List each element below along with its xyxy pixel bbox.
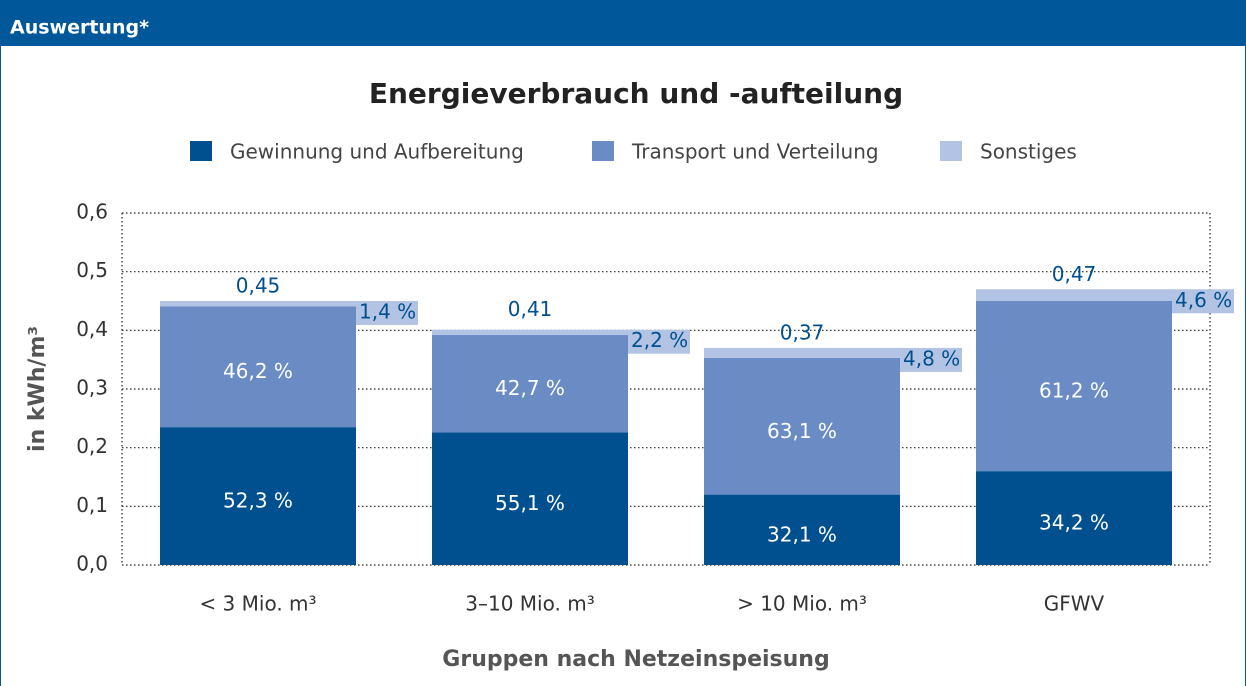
bar-segment xyxy=(704,357,900,495)
total-label: 0,45 xyxy=(236,274,281,298)
legend-label: Gewinnung und Aufbereitung xyxy=(230,140,524,164)
share-label: 34,2 % xyxy=(1039,511,1109,535)
bar-segment xyxy=(432,329,628,336)
x-tick-label: 3–10 Mio. m³ xyxy=(465,592,594,616)
legend-swatch xyxy=(190,141,212,161)
legend-swatch xyxy=(592,141,614,161)
header-bar xyxy=(0,0,1246,46)
bar-segment xyxy=(432,335,628,433)
total-label: 0,41 xyxy=(508,297,553,321)
x-tick-label: < 3 Mio. m³ xyxy=(199,592,316,616)
share-label: 32,1 % xyxy=(767,522,837,546)
legend-label: Sonstiges xyxy=(980,140,1077,164)
y-tick-label: 0,6 xyxy=(76,200,108,224)
share-label: 61,2 % xyxy=(1039,379,1109,403)
share-label: 2,2 % xyxy=(631,328,688,352)
y-axis-label: in kWh/m³ xyxy=(25,326,50,452)
share-label-box xyxy=(356,301,418,325)
share-label: 1,4 % xyxy=(359,300,416,324)
header-title: Auswertung* xyxy=(10,17,149,39)
y-tick-label: 0,2 xyxy=(76,434,108,458)
y-tick-label: 0,1 xyxy=(76,493,108,517)
bar-segment xyxy=(160,427,356,565)
bar-segment xyxy=(432,432,628,565)
y-tick-label: 0,0 xyxy=(76,552,108,576)
share-label: 4,8 % xyxy=(903,346,960,370)
total-label: 0,47 xyxy=(1052,262,1097,286)
share-label: 55,1 % xyxy=(495,491,565,515)
bar-segment xyxy=(160,306,356,428)
x-axis-label: Gruppen nach Netzeinspeisung xyxy=(442,647,829,672)
bar-segment xyxy=(704,494,900,565)
bar-segment xyxy=(976,471,1172,565)
bar-segment xyxy=(704,347,900,358)
share-label-box xyxy=(900,347,962,372)
total-label: 0,37 xyxy=(780,320,825,344)
x-tick-label: GFWV xyxy=(1044,592,1105,616)
share-label: 46,2 % xyxy=(223,359,293,383)
bar-segment xyxy=(976,289,1172,301)
share-label: 52,3 % xyxy=(223,489,293,513)
share-label: 42,7 % xyxy=(495,376,565,400)
share-label-box xyxy=(1172,289,1234,314)
y-tick-label: 0,4 xyxy=(76,317,108,341)
share-label: 63,1 % xyxy=(767,419,837,443)
legend-swatch xyxy=(940,141,962,161)
y-tick-label: 0,3 xyxy=(76,376,108,400)
bar-segment xyxy=(976,301,1172,472)
chart-title: Energieverbrauch und -aufteilung xyxy=(369,77,903,110)
legend-label: Transport und Verteilung xyxy=(631,140,879,164)
y-tick-label: 0,5 xyxy=(76,258,108,282)
share-label-box xyxy=(628,329,690,354)
bar-segment xyxy=(160,301,356,307)
share-label: 4,6 % xyxy=(1175,288,1232,312)
x-tick-label: > 10 Mio. m³ xyxy=(737,592,867,616)
